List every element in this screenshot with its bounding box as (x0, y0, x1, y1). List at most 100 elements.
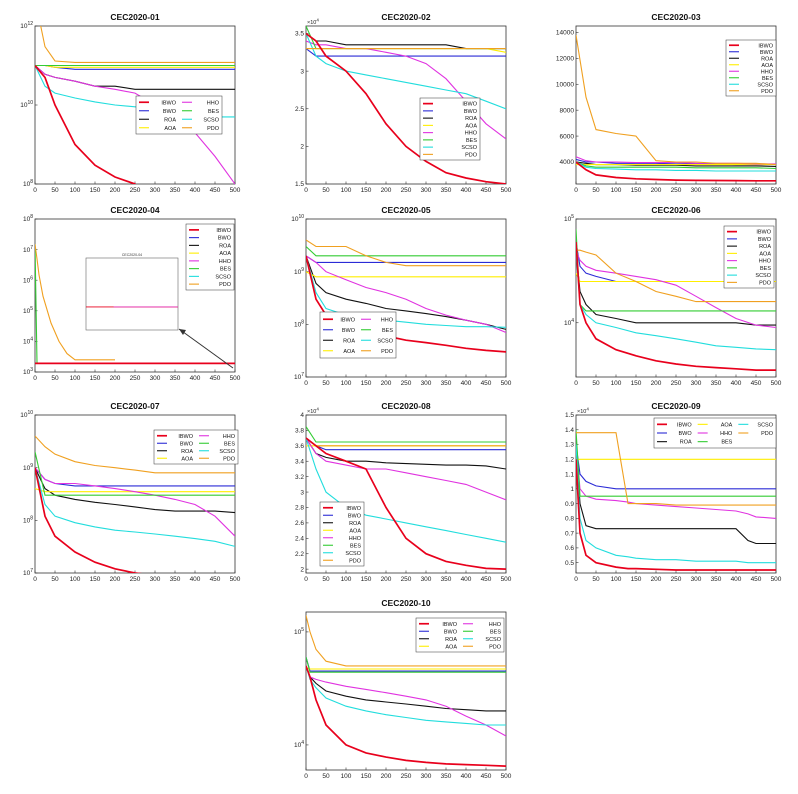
y-tick-label: 14000 (556, 30, 574, 37)
y-tick-label: 105 (564, 214, 574, 223)
x-tick-label: 200 (110, 375, 121, 382)
series-line-scso (576, 161, 776, 172)
x-tick-label: 300 (150, 576, 161, 583)
x-tick-label: 200 (651, 380, 662, 387)
x-tick-label: 100 (341, 380, 352, 387)
legend-box (419, 97, 481, 161)
x-tick-label: 450 (751, 576, 762, 583)
x-tick-label: 500 (230, 375, 241, 382)
x-tick-label: 100 (341, 576, 352, 583)
legend-label-bes: BES (224, 441, 235, 447)
x-tick-label: 500 (501, 187, 512, 194)
y-tick-label: 108 (23, 214, 33, 223)
y-tick-label: 1010 (291, 214, 304, 223)
y-tick-label: 108 (23, 179, 33, 188)
x-tick-label: 500 (771, 187, 782, 194)
chart-title: CEC2020-04 (110, 205, 159, 215)
x-tick-label: 300 (691, 380, 702, 387)
legend-label-hho: HHO (223, 434, 236, 440)
x-tick-label: 400 (461, 187, 472, 194)
y-tick-label: 0.9 (565, 501, 574, 508)
x-tick-label: 200 (651, 576, 662, 583)
x-tick-label: 250 (130, 375, 141, 382)
x-tick-label: 300 (421, 187, 432, 194)
legend-label-scso: SCSO (215, 274, 231, 280)
y-tick-label: 107 (23, 568, 33, 577)
chart-title: CEC2020-05 (381, 205, 430, 215)
legend-label-hho: HHO (381, 317, 394, 323)
legend-label-hho: HHO (759, 259, 772, 265)
y-tick-label: 1 (570, 486, 574, 493)
chart-cec2020-07: CEC2020-07 0 50 100 150 200 250 300 350 400 450 500… (20, 401, 241, 583)
x-tick-label: 100 (611, 380, 622, 387)
x-tick-label: 200 (381, 187, 392, 194)
legend-label-roa: ROA (343, 338, 355, 344)
legend-label-scso: SCSO (485, 637, 501, 643)
legend-label-pdo: PDO (349, 558, 362, 564)
legend-label-ibwo: IBWO (442, 622, 457, 628)
x-tick-label: 450 (751, 380, 762, 387)
legend-label-roa: ROA (349, 521, 361, 527)
x-tick-label: 200 (381, 576, 392, 583)
legend: IBWO AOA SCSO BWO HHO PDO ROA BES (653, 417, 777, 449)
legend-label-bwo: BWO (342, 328, 356, 334)
legend-label-scso: SCSO (377, 338, 393, 344)
legend-label-roa: ROA (164, 117, 176, 123)
legend-label-bwo: BWO (348, 513, 362, 519)
chart-title: CEC2020-07 (110, 401, 159, 411)
legend-label-bwo: BWO (218, 236, 232, 242)
series-group (576, 35, 776, 182)
series-line-hho (35, 467, 235, 537)
series-line-ibwo (35, 467, 143, 573)
legend-label-ibwo: IBWO (462, 102, 477, 108)
legend-label-scso: SCSO (345, 551, 361, 557)
x-tick-label: 250 (671, 576, 682, 583)
series-line-bwo (306, 48, 506, 57)
chart-cec2020-03: CEC2020-03 0 50 100 150 200 250 300 350 400 450 500… (556, 12, 782, 194)
series-line-roa (306, 437, 506, 470)
legend-label-pdo: PDO (207, 126, 220, 132)
legend-label-scso: SCSO (203, 117, 219, 123)
legend: IBWO HHO BWO BES ROA SCSO AOA PDO (153, 429, 239, 465)
x-tick-label: 300 (421, 773, 432, 780)
y-tick-label: 2.2 (295, 551, 304, 558)
series-group (306, 426, 506, 570)
x-tick-label: 350 (441, 187, 452, 194)
x-tick-label: 400 (731, 380, 742, 387)
x-tick-label: 250 (671, 380, 682, 387)
x-tick-label: 150 (631, 187, 642, 194)
y-tick-label: 0.7 (565, 530, 574, 537)
chart-title: CEC2020-10 (381, 598, 430, 608)
x-tick-label: 0 (33, 187, 37, 194)
series-group (306, 26, 506, 184)
chart-title: CEC2020-02 (381, 12, 430, 22)
legend-label-aoa: AOA (349, 528, 361, 534)
series-line-scso (306, 665, 506, 726)
series-line-bwo (306, 656, 506, 672)
x-tick-label: 150 (90, 187, 101, 194)
series-line-hho (306, 437, 506, 501)
zoom-arrow (178, 328, 234, 369)
y-tick-label: 107 (294, 372, 304, 381)
x-tick-label: 100 (70, 187, 81, 194)
series-line-pdo (306, 615, 506, 667)
chart-title: CEC2020-06 (651, 205, 700, 215)
x-tick-label: 250 (401, 773, 412, 780)
y-tick-label: 104 (564, 318, 574, 327)
y-tick-label: 105 (23, 306, 33, 315)
series-line-pdo (576, 35, 776, 166)
legend-box (723, 225, 775, 289)
x-tick-label: 100 (70, 576, 81, 583)
x-tick-label: 0 (304, 576, 308, 583)
y-tick-label: 8000 (560, 107, 575, 114)
series-line-roa (576, 250, 776, 326)
legend-label-ibwo: IBWO (178, 434, 193, 440)
legend-label-aoa: AOA (445, 644, 457, 650)
x-tick-label: 200 (110, 576, 121, 583)
x-tick-label: 100 (341, 773, 352, 780)
y-tick-label: 109 (23, 463, 33, 472)
y-tick-label: 3 (300, 68, 304, 75)
series-line-bes (306, 426, 506, 443)
